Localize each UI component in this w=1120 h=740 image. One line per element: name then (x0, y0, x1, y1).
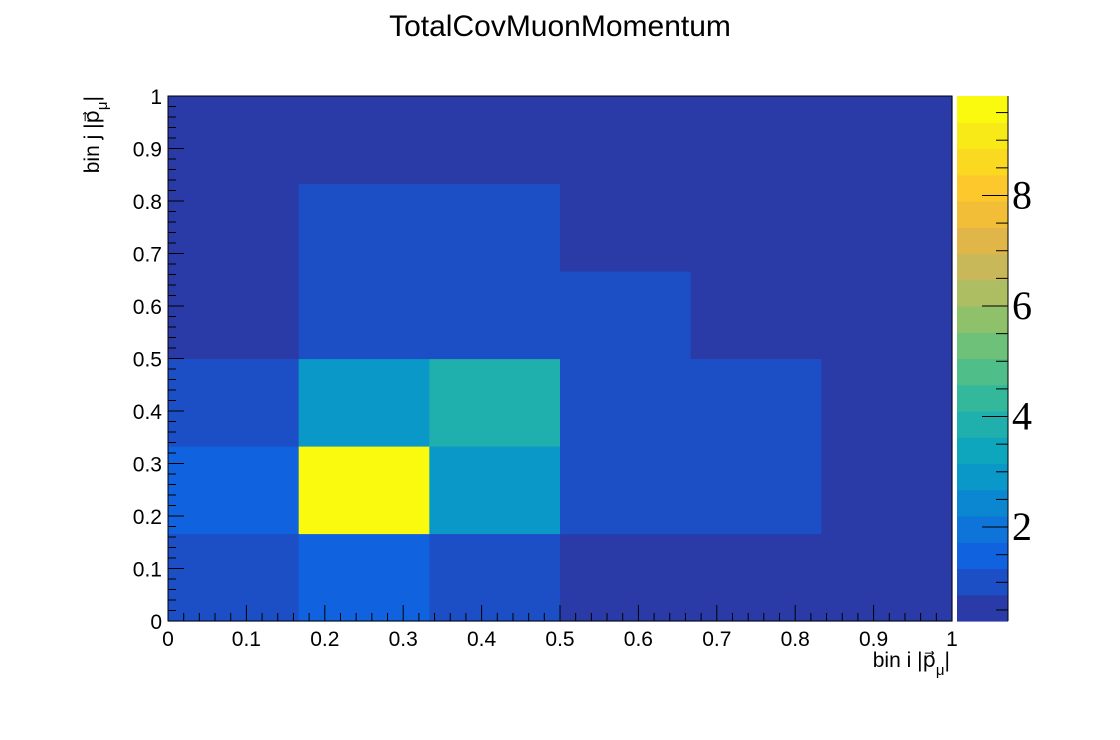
heatmap-cell (168, 183, 300, 272)
heatmap-cell (168, 533, 300, 622)
colorbar-tick-label: 2 (1012, 504, 1032, 549)
heatmap-cell (298, 96, 430, 185)
y-tick-label: 0.8 (133, 191, 162, 214)
colorbar-segment (957, 411, 1008, 438)
heatmap-cell (560, 446, 692, 535)
heatmap-cell (298, 358, 430, 447)
colorbar-segment (957, 122, 1008, 150)
y-axis-title-main: bin j |p⃗ (81, 110, 104, 173)
colorbar-segment (957, 279, 1008, 307)
x-tick-label: 0 (162, 628, 174, 651)
y-axis-title-subscript: μ (94, 101, 111, 110)
heatmap-cell (690, 358, 822, 447)
colorbar-segment (957, 201, 1008, 228)
colorbar-segment (957, 96, 1008, 123)
colorbar-segment (957, 463, 1008, 491)
colorbar-segment (957, 594, 1008, 622)
heatmap-cell (429, 533, 561, 622)
heatmap-cell (821, 183, 953, 272)
y-tick-label: 0.1 (133, 559, 162, 582)
color-scale: 2 4 6 8 (957, 96, 1032, 622)
y-axis-title-end: | (81, 96, 104, 101)
x-axis-title-subscript: μ (936, 662, 945, 679)
heatmap-cell (560, 358, 692, 447)
heatmap-cell (298, 446, 430, 535)
x-tick-label: 0.9 (859, 628, 888, 651)
x-tick-label: 1 (946, 628, 958, 651)
colorbar-segment (957, 227, 1008, 255)
x-tick-label: 0.3 (389, 628, 418, 651)
heatmap-cell (821, 533, 953, 622)
y-tick-label: 1 (150, 86, 162, 109)
heatmap-cell (168, 358, 300, 447)
colorbar-tick-label: 4 (1012, 394, 1032, 439)
x-axis-title-main: bin i |p⃗ (873, 649, 936, 672)
heatmap-cell (821, 271, 953, 360)
x-tick-label: 0.8 (781, 628, 810, 651)
heatmap-cell (429, 358, 561, 447)
colorbar-tick-label: 6 (1012, 283, 1032, 328)
x-tick-label: 0.2 (310, 628, 339, 651)
x-axis: 0 0.1 0.2 0.3 0.4 0.5 0.6 0.7 0.8 0.9 1 (162, 605, 958, 651)
y-axis-title: bin j |p⃗μ| (81, 96, 111, 173)
heatmap-cell (560, 533, 692, 622)
y-tick-label: 0.4 (133, 401, 163, 424)
colorbar-segment (957, 358, 1008, 386)
heatmap-cell (429, 96, 561, 185)
heatmap-cell (298, 533, 430, 622)
colorbar-tick-label: 8 (1012, 172, 1032, 217)
heatmap-cell (690, 183, 822, 272)
colorbar-segment (957, 332, 1008, 360)
x-tick-label: 0.7 (702, 628, 731, 651)
heatmap-cell (690, 96, 822, 185)
y-tick-label: 0 (150, 611, 162, 634)
heatmap-cell (298, 271, 430, 360)
colorbar-segment (957, 489, 1008, 517)
colorbar-segment (957, 174, 1008, 202)
colorbar-segment (957, 437, 1008, 465)
heatmap-cell (690, 271, 822, 360)
chart-title: TotalCovMuonMomentum (389, 10, 731, 43)
y-tick-label: 0.9 (133, 139, 162, 162)
heatmap-cell (560, 183, 692, 272)
y-tick-label: 0.7 (133, 244, 162, 267)
heatmap-cells (168, 96, 953, 622)
x-tick-label: 0.6 (624, 628, 653, 651)
heatmap-cell (429, 183, 561, 272)
heatmap-cell (298, 183, 430, 272)
x-tick-label: 0.1 (232, 628, 261, 651)
heatmap-cell (690, 446, 822, 535)
x-tick-label: 0.4 (467, 628, 497, 651)
y-tick-label: 0.2 (133, 506, 162, 529)
y-tick-label: 0.3 (133, 454, 162, 477)
x-axis-title-end: | (945, 649, 950, 672)
y-tick-label: 0.5 (133, 349, 162, 372)
y-tick-label: 0.6 (133, 296, 162, 319)
heatmap-cell (429, 271, 561, 360)
colorbar-segment (957, 253, 1008, 281)
colorbar-segment (957, 516, 1008, 543)
heatmap-cell (429, 446, 561, 535)
heatmap-cell (560, 96, 692, 185)
colorbar-segment (957, 306, 1008, 333)
heatmap-cell (560, 271, 692, 360)
heatmap-cell (168, 96, 300, 185)
heatmap-cell (168, 271, 300, 360)
x-axis-title: bin i |p⃗μ| (873, 649, 950, 679)
x-tick-label: 0.5 (545, 628, 574, 651)
heatmap-cell (821, 358, 953, 447)
heatmap-cell (821, 96, 953, 185)
colorbar-segment (957, 542, 1008, 570)
heatmap-cell (690, 533, 822, 622)
heatmap-cell (821, 446, 953, 535)
colorbar-segment (957, 148, 1008, 176)
y-axis: 0 0.1 0.2 0.3 0.4 0.5 0.6 0.7 0.8 0.9 1 (133, 86, 184, 634)
heatmap-cell (168, 446, 300, 535)
